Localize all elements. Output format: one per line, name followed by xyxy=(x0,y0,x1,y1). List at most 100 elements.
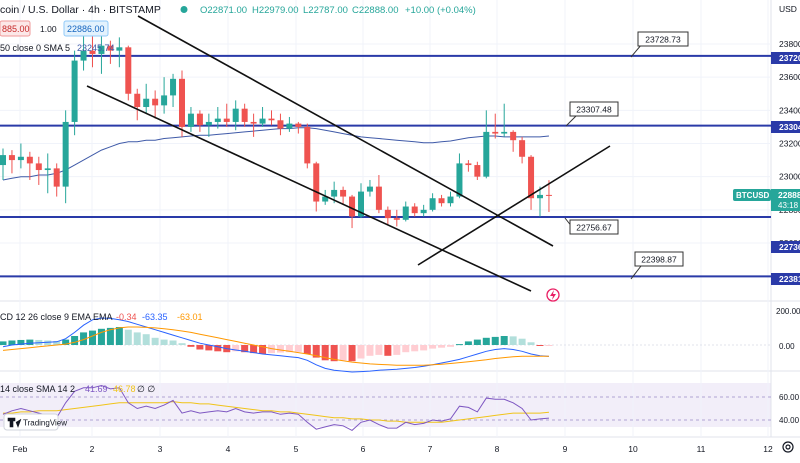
macd-signal-value: -63.01 xyxy=(177,312,203,322)
candle xyxy=(429,193,436,212)
candle xyxy=(447,191,454,207)
candle-body xyxy=(375,186,382,210)
rsi-extra: ∅ ∅ xyxy=(137,384,155,394)
ohlc-close: C22888.00 xyxy=(352,5,398,16)
macd-hist-bar xyxy=(393,345,401,355)
ohlc-change: +10.00 (+0.04%) xyxy=(405,5,476,16)
candle xyxy=(510,130,517,152)
candle-body xyxy=(528,156,535,199)
candle xyxy=(313,161,320,212)
macd-hist-bar xyxy=(420,345,428,351)
candle xyxy=(286,116,293,132)
candle-body xyxy=(80,50,87,61)
candle-body xyxy=(170,78,177,96)
candle xyxy=(465,160,472,172)
spread-value: 1.00 xyxy=(40,24,57,34)
time-tick: 4 xyxy=(226,444,231,454)
wedge-support-line[interactable] xyxy=(417,145,611,266)
candle-body xyxy=(545,194,552,196)
level-label-4: 22381 xyxy=(779,274,800,284)
candle xyxy=(322,189,329,205)
candle xyxy=(196,110,203,132)
macd-hist-bar xyxy=(518,338,526,345)
callout-box-1[interactable] xyxy=(637,31,689,47)
macd-label[interactable]: CD 12 26 close 9 EMA EMA xyxy=(0,312,113,322)
candle xyxy=(62,110,69,204)
candle-body xyxy=(161,95,168,106)
macd-hist-bar xyxy=(402,345,410,353)
candle-body xyxy=(456,163,463,197)
candle xyxy=(89,32,96,68)
candle-body xyxy=(322,196,329,202)
candle xyxy=(161,77,168,114)
price-axis[interactable]: 23800236002340023200230002280022600 xyxy=(779,39,800,248)
callout-box-3[interactable] xyxy=(569,219,619,235)
lightning-icon[interactable] xyxy=(546,288,560,302)
candle xyxy=(241,103,248,127)
callout-box-2[interactable] xyxy=(569,101,619,117)
macd-hist-bar xyxy=(366,345,374,356)
time-tick: Feb xyxy=(13,444,28,454)
time-tick: 12 xyxy=(763,444,773,454)
candle-body xyxy=(44,168,51,171)
candle-body xyxy=(8,155,15,161)
macd-hist-bar xyxy=(330,345,338,362)
macd-hist-bar xyxy=(169,340,177,345)
candle-body xyxy=(62,121,69,187)
ohlc-open: O22871.00 xyxy=(200,5,247,16)
candle-body xyxy=(331,189,338,197)
channel-upper-line[interactable] xyxy=(137,15,554,247)
macd-hist-bar xyxy=(509,336,517,345)
candle-body xyxy=(125,47,132,94)
candle xyxy=(44,153,51,194)
macd-hist-bar xyxy=(321,345,329,361)
candles xyxy=(0,32,552,229)
time-tick: 5 xyxy=(294,444,299,454)
candle xyxy=(17,143,24,169)
candle-body xyxy=(152,98,159,106)
candle xyxy=(545,180,552,212)
time-axis[interactable]: Feb 2 3 4 5 6 7 8 9 10 11 12 xyxy=(13,441,794,454)
candle-body xyxy=(366,186,373,192)
candle-body xyxy=(393,218,400,220)
macd-line-value: -63.35 xyxy=(142,312,168,322)
candle xyxy=(295,121,302,134)
tradingview-text: TradingView xyxy=(23,419,67,428)
macd-hist-bar xyxy=(455,344,463,346)
candle-body xyxy=(196,113,203,126)
macd-hist-bar xyxy=(80,332,88,345)
tradingview-badge[interactable]: TradingView xyxy=(3,413,67,431)
candle xyxy=(214,107,221,129)
level-label-3: 22736 xyxy=(779,242,800,252)
time-tick: 9 xyxy=(563,444,568,454)
callouts: 23728.73 23307.48 22756.67 22398.87 xyxy=(564,31,689,280)
macd-pane xyxy=(0,317,771,373)
macd-hist-bar xyxy=(491,336,499,345)
callout-box-4[interactable] xyxy=(634,251,684,267)
sell-button[interactable] xyxy=(0,20,31,37)
candle-body xyxy=(447,196,454,204)
time-tick: 6 xyxy=(361,444,366,454)
candle-body xyxy=(214,118,221,122)
candle xyxy=(537,186,543,217)
candle xyxy=(134,88,141,121)
candle xyxy=(53,163,60,197)
symbol-title[interactable]: coin / U.S. Dollar · 4h · BITSTAMP xyxy=(0,4,161,16)
channel-lower-line[interactable] xyxy=(86,85,532,292)
settings-gear-icon[interactable] xyxy=(782,441,794,453)
rsi-label[interactable]: 14 close SMA 14 2 xyxy=(0,384,75,394)
candle xyxy=(420,204,427,217)
buy-button[interactable] xyxy=(63,20,109,37)
candle xyxy=(277,113,284,136)
sma-value: 23245.74 xyxy=(77,43,115,53)
time-tick: 7 xyxy=(428,444,433,454)
buy-price: 22886.00 xyxy=(67,24,105,34)
macd-hist-bar xyxy=(482,337,490,345)
sma-label[interactable]: 50 close 0 SMA 5 xyxy=(0,43,70,53)
macd-hist-bar xyxy=(241,345,249,353)
macd-hist-bar xyxy=(89,330,96,345)
price-tick: 23200 xyxy=(779,139,800,149)
candle xyxy=(438,194,445,207)
candle-body xyxy=(143,98,150,108)
